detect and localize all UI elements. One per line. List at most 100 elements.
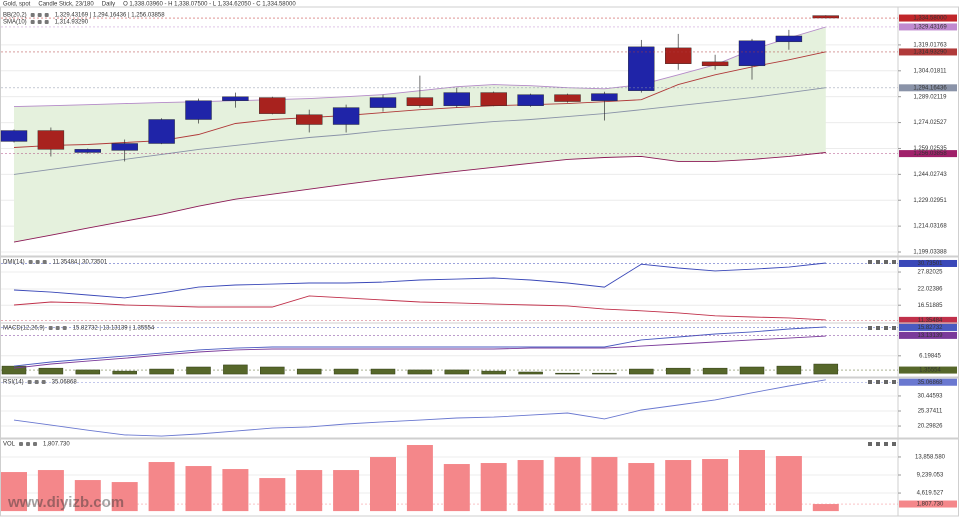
bar (518, 371, 543, 375)
bar (592, 372, 617, 375)
marker-badge (899, 23, 957, 31)
indicator-line (13, 379, 826, 437)
indicator-line (13, 262, 826, 299)
panel-control[interactable] (876, 326, 880, 330)
legend-icon[interactable] (33, 442, 38, 446)
header-item: O 1,338.03960 - H 1,338.07500 - L 1,334.… (123, 2, 296, 8)
y-tick-label: 6.19845 (919, 353, 941, 359)
marker-label: 11.35484 (918, 318, 943, 324)
candle-body (222, 96, 249, 101)
bar (259, 478, 286, 512)
bar (481, 370, 506, 375)
marker-badge (899, 84, 957, 92)
marker-label: 1,807.730 (917, 502, 944, 508)
bar (629, 368, 654, 375)
legend-icon[interactable] (44, 20, 49, 24)
legend-icon[interactable] (37, 20, 42, 24)
legend-label: DMI(14) (3, 260, 25, 266)
bar (444, 369, 470, 375)
legend-readout: 1,314.93290 (55, 20, 89, 26)
panel-control[interactable] (876, 380, 880, 384)
panel-control[interactable] (876, 442, 880, 446)
panel-control[interactable] (892, 442, 896, 446)
y-tick-label: 20.29826 (917, 424, 943, 430)
panel-control[interactable] (884, 260, 888, 264)
marker-badge (899, 14, 957, 22)
bar (333, 368, 359, 375)
bar (111, 482, 138, 512)
legend-icon[interactable] (28, 260, 33, 264)
bar (296, 470, 323, 512)
legend-icon[interactable] (44, 13, 49, 17)
panel-control[interactable] (868, 380, 872, 384)
marker-label: 13.13139 (917, 333, 943, 339)
candle-body (369, 97, 397, 108)
bar (260, 366, 285, 375)
candle-body (332, 107, 360, 125)
y-tick-label: 30.44593 (917, 394, 943, 400)
marker-badge (899, 366, 957, 374)
y-tick-label: 25.37411 (918, 409, 943, 415)
legend-icon[interactable] (27, 380, 32, 384)
indicator-line (13, 335, 826, 369)
panel-control[interactable] (892, 380, 896, 384)
candle-body (406, 97, 434, 106)
legend-icon[interactable] (42, 260, 47, 264)
bar (74, 480, 101, 512)
legend-icon[interactable] (34, 380, 39, 384)
legend-label: VOL (3, 442, 16, 448)
panel-control[interactable] (892, 326, 896, 330)
bar (739, 450, 765, 512)
legend-icon[interactable] (26, 442, 31, 446)
bar (112, 370, 137, 375)
legend-icon[interactable] (30, 13, 35, 17)
bar (443, 464, 470, 512)
marker-label: 1,334.58000 (913, 16, 947, 22)
panel-control[interactable] (884, 442, 888, 446)
legend-readout: 15.82732 | 13.13139 | 1.35554 (73, 326, 155, 332)
candle-body (738, 40, 766, 67)
band-fill (14, 26, 826, 243)
panel-control[interactable] (876, 260, 880, 264)
legend-label: MACD(12,26,9) (3, 326, 45, 332)
legend-icon[interactable] (30, 20, 35, 24)
y-tick-label: 13,858.580 (915, 455, 946, 461)
y-tick-label: 1,274.02527 (913, 120, 947, 126)
y-tick-label: 1,244.02743 (913, 172, 947, 178)
legend-label: RSI(14) (3, 380, 24, 386)
bar (148, 462, 175, 512)
panel-control[interactable] (868, 326, 872, 330)
bar (665, 367, 691, 375)
panel-control[interactable] (892, 260, 896, 264)
panel-control[interactable] (868, 442, 872, 446)
candle-body (0, 130, 28, 142)
bar (185, 466, 212, 512)
candle-body (148, 119, 175, 144)
legend-icon[interactable] (35, 260, 40, 264)
legend-icon[interactable] (62, 326, 67, 330)
bar (665, 460, 692, 512)
legend-icon[interactable] (19, 442, 24, 446)
legend-icon[interactable] (48, 326, 53, 330)
legend-icon[interactable] (55, 326, 60, 330)
y-tick-label: 27.82025 (917, 270, 943, 276)
candle-body (111, 143, 138, 151)
y-tick-label: 4,619.527 (917, 491, 944, 497)
candle-body (701, 61, 729, 67)
legend-icon[interactable] (41, 380, 46, 384)
bar (149, 368, 174, 375)
marker-label: 15.82732 (917, 325, 943, 331)
panel-control[interactable] (884, 380, 888, 384)
bar (370, 457, 396, 512)
candle-body (591, 93, 618, 101)
y-tick-label: 16.51885 (917, 303, 943, 309)
candle-body (775, 35, 803, 43)
legend-icon[interactable] (37, 13, 42, 17)
marker-label: 1,294.16436 (913, 85, 947, 91)
bar (296, 368, 322, 375)
panel-control[interactable] (868, 260, 872, 264)
panel-control[interactable] (884, 326, 888, 330)
indicator-line (13, 326, 826, 367)
candle-body (37, 130, 65, 150)
marker-label: 1,329.43169 (913, 25, 947, 31)
